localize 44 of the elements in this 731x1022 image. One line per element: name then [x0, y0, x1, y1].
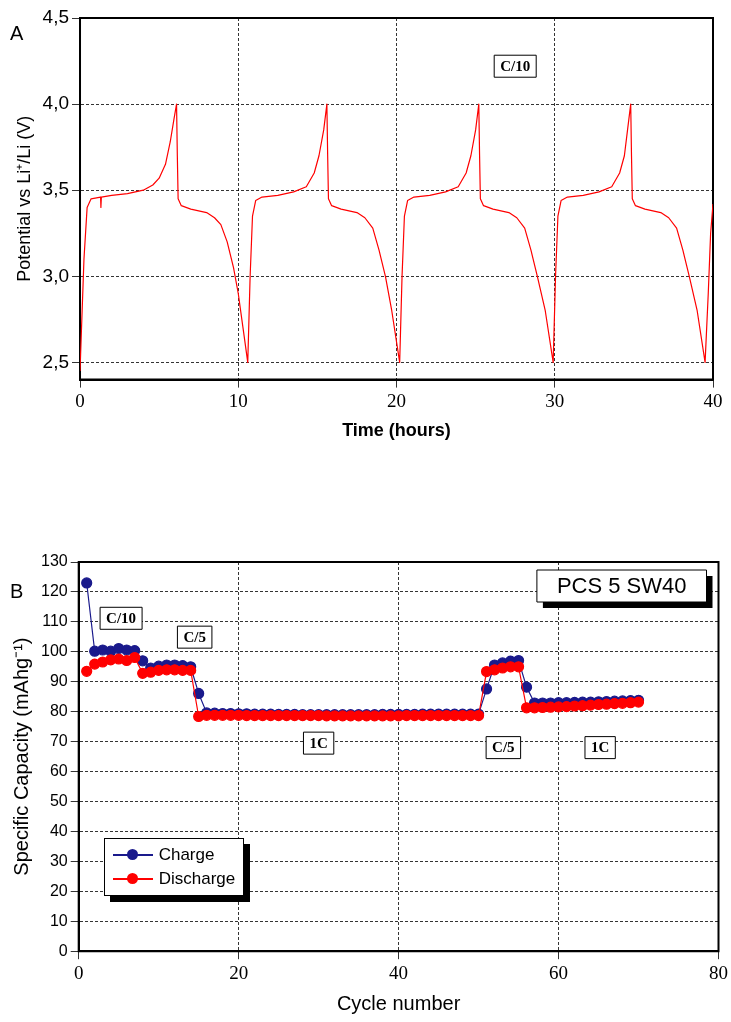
- y-axis-title: Potential vs Li⁺/Li (V): [13, 115, 34, 282]
- x-tick-label: 20: [387, 389, 407, 411]
- chart-title: A: [10, 22, 24, 45]
- x-tick-label: 40: [389, 961, 409, 983]
- annotation: PCS 5 SW40: [556, 573, 687, 599]
- x-axis-title: Cycle number: [336, 991, 461, 1014]
- x-tick-label: 0: [75, 389, 85, 411]
- legend-label: Discharge: [158, 869, 236, 890]
- legend-label: Charge: [158, 845, 215, 866]
- text: B: [10, 580, 24, 603]
- annotation: C/5: [492, 739, 515, 756]
- y-tick-label: 100: [40, 642, 68, 660]
- y-tick-label: 10: [49, 911, 68, 929]
- y-axis-title: Specific Capacity (mAhg⁻¹): [9, 637, 32, 876]
- annotation: C/10: [500, 58, 531, 75]
- y-tick-label: 20: [49, 881, 68, 899]
- x-tick-label: 20: [229, 961, 249, 983]
- y-tick-label: 3,0: [42, 264, 70, 286]
- y-tick-label: 90: [49, 672, 68, 690]
- y-tick-label: 4,5: [42, 6, 70, 28]
- y-tick-label: 110: [42, 612, 68, 630]
- x-tick-label: 40: [703, 389, 723, 411]
- annotation: C/10: [106, 610, 137, 627]
- x-tick-label: 0: [73, 961, 84, 983]
- y-tick-label: 3,5: [42, 178, 70, 200]
- x-tick-label: 60: [549, 961, 569, 983]
- annotation: 1C: [309, 735, 328, 751]
- annotation: 1C: [590, 739, 610, 756]
- y-tick-label: 0: [58, 941, 68, 959]
- x-axis-title: Time (hours): [342, 420, 451, 441]
- y-tick-label: 4,0: [42, 92, 70, 114]
- y-tick-label: 130: [40, 552, 68, 570]
- y-tick-label: 30: [49, 851, 68, 869]
- y-tick-label: 2,5: [42, 350, 70, 372]
- y-tick-label: 50: [49, 791, 68, 809]
- y-tick-label: 40: [49, 821, 68, 839]
- y-tick-label: 120: [40, 582, 68, 600]
- x-tick-label: 30: [545, 389, 565, 411]
- x-tick-label: 10: [228, 389, 248, 411]
- y-tick-label: 60: [49, 761, 68, 779]
- y-tick-label: 80: [49, 702, 68, 720]
- x-tick-label: 80: [709, 961, 728, 983]
- annotation: C/5: [183, 629, 206, 646]
- y-tick-label: 70: [49, 732, 68, 750]
